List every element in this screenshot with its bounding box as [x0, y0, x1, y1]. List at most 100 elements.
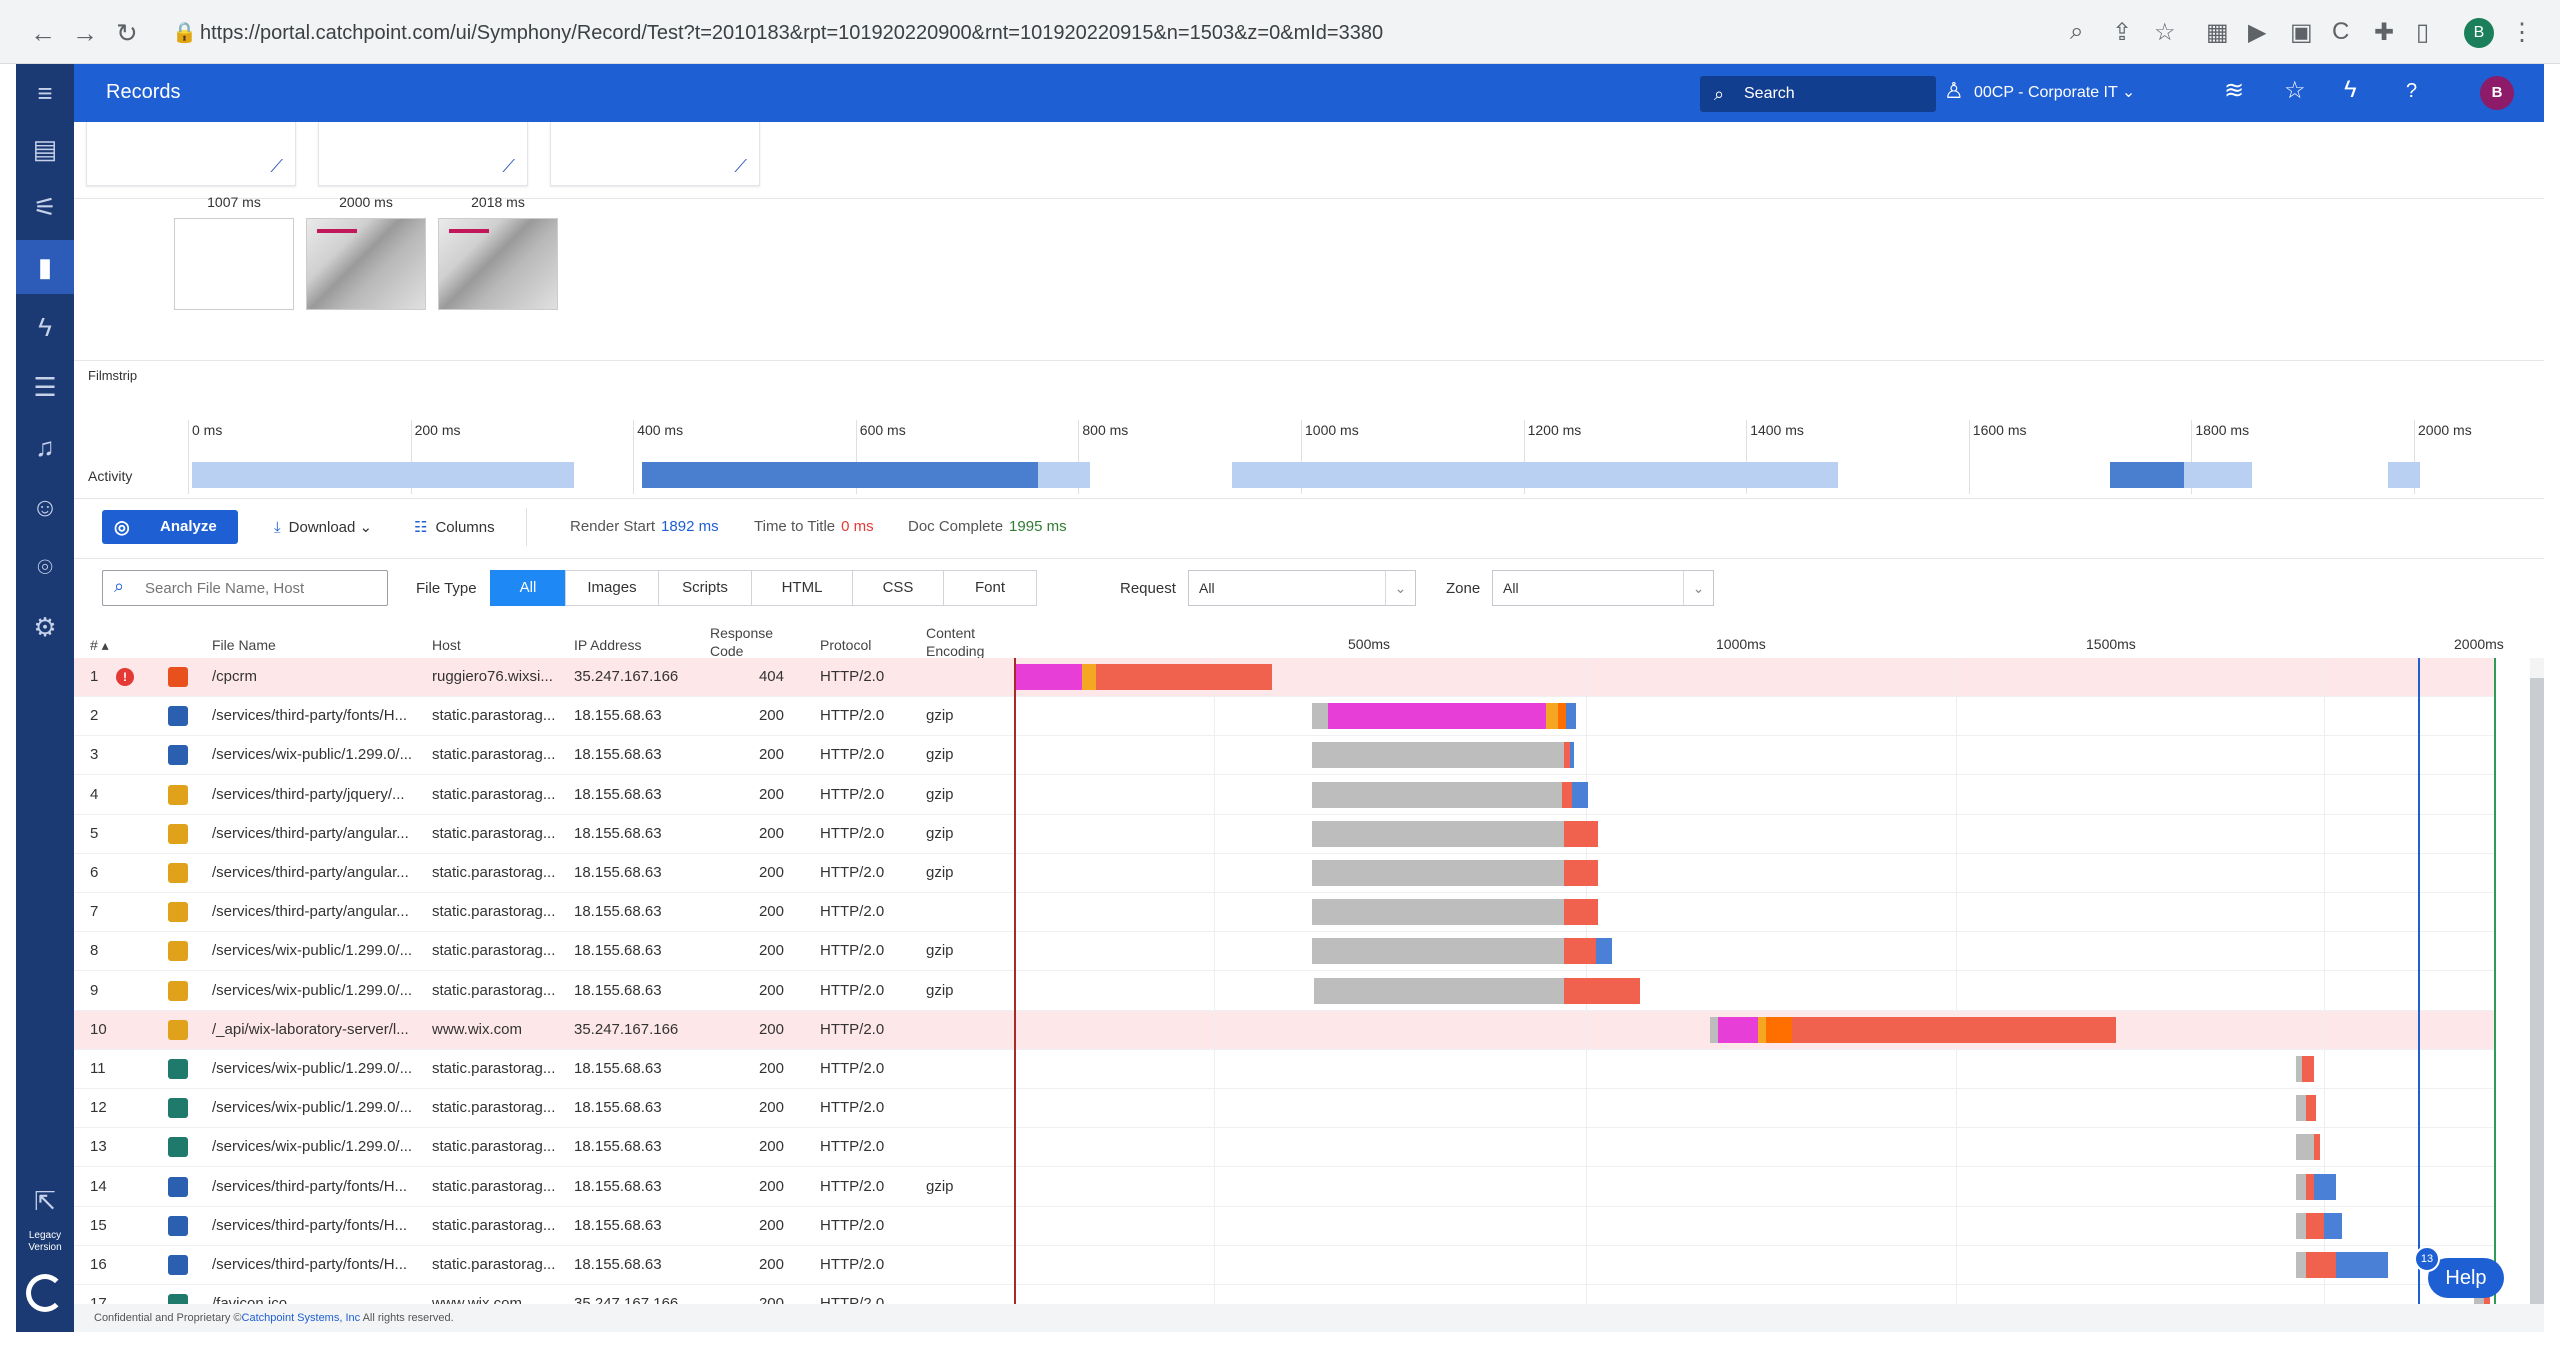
waterfall-bar-segment[interactable] — [1312, 703, 1328, 730]
table-row[interactable]: 15/services/third-party/fonts/H... static… — [74, 1207, 2494, 1246]
waterfall-bar-segment[interactable] — [1572, 781, 1588, 808]
metric-card[interactable]: ⟋ — [550, 122, 760, 186]
waterfall-bar-segment[interactable] — [1570, 742, 1574, 769]
waterfall-bar-segment[interactable] — [1312, 860, 1564, 886]
waterfall-bar-segment[interactable] — [1758, 1016, 1766, 1043]
location-icon[interactable]: ⌾ — [37, 552, 53, 582]
zone-select[interactable]: All ⌄ — [1492, 570, 1714, 606]
waterfall-bar-segment[interactable] — [1096, 664, 1272, 690]
zoom-icon[interactable]: ⌕ — [2070, 18, 2084, 45]
browser-menu-icon[interactable]: ⋮ — [2510, 19, 2534, 46]
side-panel-icon[interactable]: ▯ — [2416, 19, 2430, 46]
address-bar[interactable]: https://portal.catchpoint.com/ui/Symphon… — [200, 22, 1384, 44]
file-type-tab-images[interactable]: Images — [565, 570, 659, 606]
waterfall-bar-segment[interactable] — [2324, 1212, 2342, 1239]
waterfall-bar-segment[interactable] — [1312, 938, 1564, 965]
extension-video-icon[interactable]: ▶ — [2248, 19, 2267, 46]
scrollbar-thumb[interactable] — [2530, 678, 2544, 1326]
waterfall-bar-segment[interactable] — [1564, 977, 1640, 1004]
settings-gear-icon[interactable]: ⚙ — [33, 612, 57, 642]
user-icon[interactable]: ☺ — [31, 492, 59, 522]
file-type-tab-css[interactable]: CSS — [852, 570, 944, 606]
extension-c-icon[interactable]: C — [2332, 18, 2350, 45]
waterfall-bar-segment[interactable] — [2296, 1095, 2306, 1122]
extensions-puzzle-icon[interactable]: ✚ — [2374, 19, 2395, 46]
waterfall-bar-segment[interactable] — [1562, 781, 1572, 808]
waterfall-bar-segment[interactable] — [1564, 742, 1570, 769]
controls-icon[interactable]: ⚟ — [33, 192, 57, 222]
waterfall-bar-segment[interactable] — [1564, 860, 1598, 886]
waterfall-bar-segment[interactable] — [1792, 1016, 2116, 1043]
download-button[interactable]: ⤓ Download ⌄ — [274, 519, 373, 536]
waterfall-bar-segment[interactable] — [1314, 977, 1564, 1004]
legacy-version-label[interactable]: Legacy Version — [28, 1230, 62, 1253]
table-row[interactable]: 12/services/wix-public/1.299.0/... static… — [74, 1089, 2494, 1129]
user-avatar[interactable]: B — [2480, 76, 2514, 110]
col-header-num[interactable]: # ▴ — [90, 637, 109, 653]
waterfall-bar-segment[interactable] — [2296, 1134, 2314, 1161]
chart-line-icon[interactable]: ⟋ — [270, 156, 283, 176]
filmstrip-frame[interactable] — [174, 218, 294, 310]
file-type-tab-all[interactable]: All — [490, 570, 566, 606]
forward-icon[interactable]: → — [72, 18, 98, 48]
table-row[interactable]: 14/services/third-party/fonts/H... static… — [74, 1168, 2494, 1207]
alerts-lightning-icon[interactable]: ϟ — [2344, 76, 2357, 103]
filmstrip-frame[interactable] — [438, 218, 558, 310]
col-header-ip[interactable]: IP Address — [574, 637, 642, 653]
waterfall-bar-segment[interactable] — [1082, 664, 1096, 690]
search-file-input[interactable] — [102, 570, 388, 606]
waterfall-bar-segment[interactable] — [1312, 781, 1562, 808]
waterfall-bar-segment[interactable] — [1312, 742, 1564, 769]
waterfall-bar-segment[interactable] — [2314, 1134, 2320, 1161]
table-row[interactable]: 1! /cpcrm ruggiero76.wixsi... 35.247.167.16… — [74, 658, 2494, 697]
table-row[interactable]: 13/services/wix-public/1.299.0/... static… — [74, 1128, 2494, 1168]
file-type-tab-scripts[interactable]: Scripts — [658, 570, 752, 606]
waterfall-bar-segment[interactable] — [1710, 1016, 1718, 1043]
table-row[interactable]: 7/services/third-party/angular... static.… — [74, 893, 2494, 933]
request-select[interactable]: All ⌄ — [1188, 570, 1416, 606]
waterfall-bar-segment[interactable] — [1766, 1016, 1792, 1043]
filmstrip-frame[interactable] — [306, 218, 426, 310]
col-header-file[interactable]: File Name — [212, 637, 276, 653]
waterfall-bar-segment[interactable] — [2306, 1095, 2316, 1122]
footer-link[interactable]: Catchpoint Systems, Inc — [241, 1312, 361, 1324]
extension-capture-icon[interactable]: ▣ — [2290, 19, 2313, 46]
col-header-protocol[interactable]: Protocol — [820, 637, 872, 653]
metric-card[interactable]: ⟋ — [86, 122, 296, 186]
menu-icon[interactable]: ≡ — [37, 78, 53, 108]
list-icon[interactable]: ☰ — [33, 372, 57, 402]
table-row[interactable]: 2/services/third-party/fonts/H... static.… — [74, 697, 2494, 737]
external-link-icon[interactable]: ⇱ — [34, 1186, 56, 1216]
table-row[interactable]: 8/services/wix-public/1.299.0/... static.… — [74, 932, 2494, 972]
col-header-host[interactable]: Host — [432, 637, 461, 653]
browser-profile-avatar[interactable]: B — [2464, 18, 2494, 48]
col-header-code[interactable]: Response Code — [710, 625, 774, 659]
waterfall-bar-segment[interactable] — [2296, 1252, 2306, 1278]
waterfall-bar-segment[interactable] — [1596, 938, 1612, 965]
help-question-icon[interactable]: ? — [2406, 80, 2418, 102]
waterfall-bar-segment[interactable] — [1564, 899, 1598, 926]
chart-line-icon[interactable]: ⟋ — [502, 156, 515, 176]
waterfall-bar-segment[interactable] — [1328, 703, 1546, 730]
share-icon[interactable]: ⇪ — [2112, 19, 2133, 46]
favorites-star-icon[interactable]: ☆ — [2284, 77, 2306, 104]
account-selector[interactable]: 00CP - Corporate IT ⌄ — [1974, 84, 2136, 101]
table-row[interactable]: 11/services/wix-public/1.299.0/... static… — [74, 1050, 2494, 1089]
columns-button[interactable]: ☷ Columns — [414, 518, 495, 536]
waterfall-bar-segment[interactable] — [1014, 664, 1082, 690]
waterfall-bar-segment[interactable] — [1564, 820, 1598, 847]
waterfall-bar-segment[interactable] — [1564, 938, 1596, 965]
waterfall-bar-segment[interactable] — [2296, 1056, 2302, 1082]
waterfall-bar-segment[interactable] — [1718, 1016, 1758, 1043]
waterfall-bar-segment[interactable] — [1312, 820, 1564, 847]
table-row[interactable]: 9/services/wix-public/1.299.0/... static.… — [74, 972, 2494, 1011]
metric-card[interactable]: ⟋ — [318, 122, 528, 186]
waterfall-bar-segment[interactable] — [2302, 1056, 2314, 1082]
waterfall-bar-segment[interactable] — [2296, 1173, 2306, 1200]
table-row[interactable]: 6/services/third-party/angular... static.… — [74, 854, 2494, 893]
help-button[interactable]: Help — [2428, 1258, 2504, 1298]
table-row[interactable]: 4/services/third-party/jquery/... static.… — [74, 776, 2494, 815]
global-search[interactable]: ⌕ Search — [1700, 76, 1936, 112]
waterfall-bar-segment[interactable] — [2306, 1252, 2336, 1278]
analyze-button[interactable]: ◎ Analyze — [102, 510, 238, 544]
